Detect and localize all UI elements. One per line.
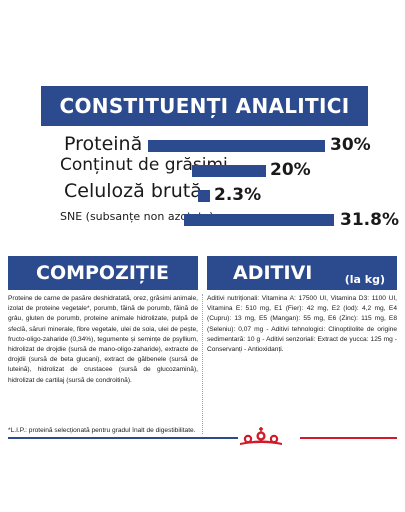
sne-value: 31.8% — [340, 210, 399, 230]
celuloza-value: 2.3% — [214, 185, 262, 205]
proteina-bar — [148, 140, 325, 152]
aditivi-header: ADITIVI (la kg) — [207, 256, 397, 290]
grasimi-bar — [192, 165, 266, 177]
proteina-label: Proteină — [64, 133, 143, 155]
grasimi-value: 20% — [270, 160, 311, 180]
brand-line-blue — [8, 437, 238, 439]
royal-canin-crown-logo-icon — [240, 427, 282, 445]
celuloza-label: Celuloză brută — [64, 180, 202, 202]
sne-bar — [184, 214, 334, 226]
compozitie-title: COMPOZIȚIE — [8, 256, 198, 290]
grasimi-label: Conținut de grăsimi — [60, 155, 228, 175]
compozitie-text: Proteine de carne de pasăre deshidratată… — [8, 295, 198, 384]
brand-line — [8, 437, 397, 440]
analitici-title: CONSTITUENȚI ANALITICI — [41, 86, 368, 126]
lip-note: *L.I.P.: proteină selecționată pentru gr… — [8, 427, 196, 434]
proteina-value: 30% — [330, 135, 371, 155]
column-divider — [202, 294, 203, 434]
celuloza-bar — [198, 190, 210, 202]
aditivi-unit: (la kg) — [344, 273, 385, 286]
brand-line-red — [300, 437, 397, 439]
aditivi-title: ADITIVI — [233, 262, 313, 284]
aditivi-text: Aditivi nutriționali: Vitamina A: 17500 … — [207, 295, 397, 354]
sne-label: SNE (subsanțe non azotate) — [60, 210, 214, 223]
